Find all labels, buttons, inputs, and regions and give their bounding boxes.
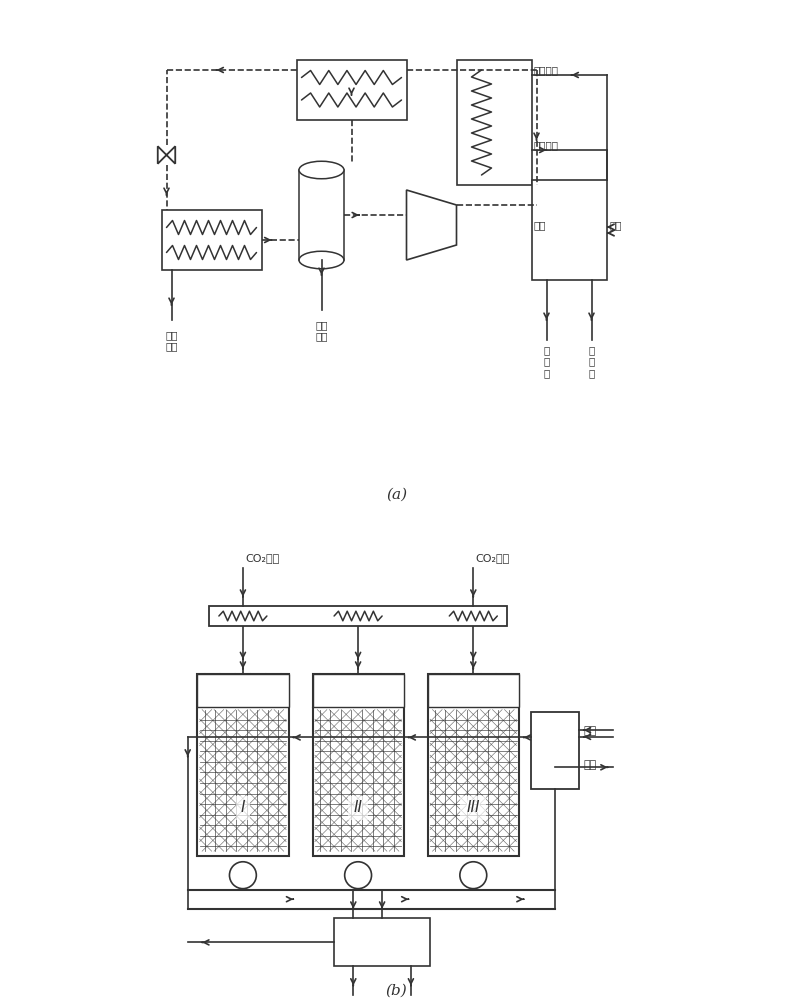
Text: (a): (a)	[386, 488, 407, 502]
FancyBboxPatch shape	[197, 674, 289, 707]
Text: 冷冻
水供: 冷冻 水供	[165, 330, 178, 352]
Text: 高温溶液: 高温溶液	[534, 140, 559, 150]
Ellipse shape	[299, 161, 344, 179]
Text: 新风: 新风	[584, 726, 597, 736]
FancyBboxPatch shape	[162, 210, 262, 270]
Text: 新风: 新风	[609, 220, 622, 230]
Text: 冷冻
水回: 冷冻 水回	[316, 320, 328, 342]
Polygon shape	[407, 190, 457, 260]
FancyBboxPatch shape	[197, 674, 289, 856]
Circle shape	[229, 862, 256, 889]
FancyBboxPatch shape	[427, 674, 519, 707]
FancyBboxPatch shape	[334, 918, 430, 966]
FancyBboxPatch shape	[531, 180, 607, 280]
Text: (b): (b)	[385, 983, 408, 997]
Polygon shape	[158, 146, 175, 164]
FancyBboxPatch shape	[209, 606, 507, 626]
FancyBboxPatch shape	[312, 674, 404, 707]
Text: 低温溶液: 低温溶液	[534, 65, 559, 75]
FancyBboxPatch shape	[312, 674, 404, 856]
Circle shape	[345, 862, 372, 889]
Text: CO₂工质: CO₂工质	[245, 553, 280, 563]
Circle shape	[460, 862, 487, 889]
Text: 稀
溶
液: 稀 溶 液	[543, 345, 550, 378]
Text: I: I	[240, 800, 245, 816]
FancyBboxPatch shape	[427, 674, 519, 856]
Text: II: II	[352, 800, 364, 816]
Text: 排风: 排风	[584, 760, 597, 770]
Text: 浓
溶
液: 浓 溶 液	[588, 345, 595, 378]
FancyBboxPatch shape	[457, 60, 531, 185]
FancyBboxPatch shape	[531, 712, 579, 789]
Text: II: II	[354, 800, 362, 816]
Text: 排风: 排风	[534, 220, 546, 230]
Text: I: I	[240, 800, 246, 816]
FancyBboxPatch shape	[297, 60, 407, 120]
Text: III: III	[466, 800, 480, 816]
Text: CO₂工质: CO₂工质	[476, 553, 510, 563]
Text: III: III	[465, 800, 481, 816]
